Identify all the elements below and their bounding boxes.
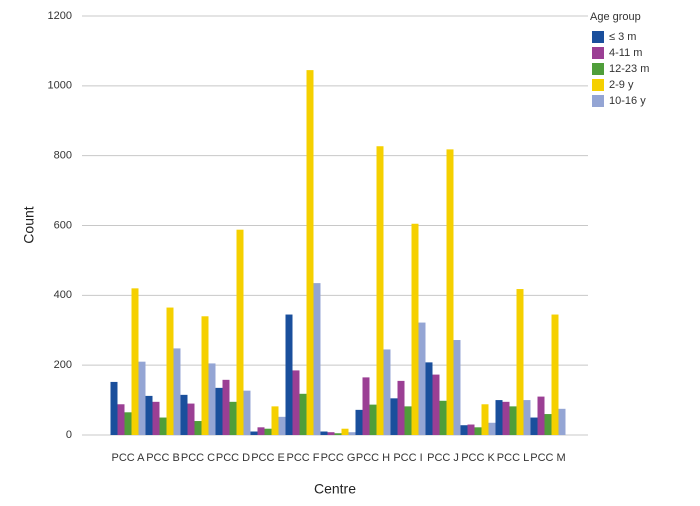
bar xyxy=(369,404,377,435)
bar xyxy=(460,425,468,435)
bar xyxy=(474,427,482,435)
bar xyxy=(544,414,552,435)
bar xyxy=(348,432,356,435)
y-tick-label: 600 xyxy=(54,219,72,231)
legend-swatch xyxy=(592,79,604,91)
bar xyxy=(208,363,216,435)
x-tick-label: PCC I xyxy=(393,452,422,464)
x-tick-label: PCC K xyxy=(461,452,495,464)
y-tick-label: 0 xyxy=(66,429,72,441)
legend-label: 10-16 y xyxy=(609,95,646,107)
bar xyxy=(446,149,454,436)
x-tick-label: PCC D xyxy=(216,452,250,464)
bar xyxy=(236,229,244,435)
x-axis-title: Centre xyxy=(314,481,356,497)
bar xyxy=(215,387,223,435)
bar xyxy=(432,374,440,435)
bar xyxy=(362,377,370,435)
x-tick-label: PCC G xyxy=(321,452,356,464)
x-tick-label: PCC F xyxy=(287,452,320,464)
x-tick-label: PCC H xyxy=(356,452,390,464)
legend-swatch xyxy=(592,47,604,59)
bar xyxy=(145,395,153,435)
bar xyxy=(404,406,412,435)
bar xyxy=(467,424,475,435)
x-tick-label: PCC J xyxy=(427,452,459,464)
bar xyxy=(425,362,433,435)
legend-label: 2-9 y xyxy=(609,79,634,91)
bar xyxy=(159,417,167,435)
bar xyxy=(124,412,132,435)
bar xyxy=(355,409,363,435)
bar xyxy=(502,401,510,435)
x-tick-label: PCC A xyxy=(111,452,145,464)
legend-title: Age group xyxy=(590,11,641,23)
bar xyxy=(110,381,118,435)
bar xyxy=(292,370,300,435)
bar xyxy=(481,404,489,435)
bar xyxy=(411,223,419,435)
y-tick-label: 1000 xyxy=(48,80,72,92)
bar xyxy=(376,146,384,435)
legend-label: ≤ 3 m xyxy=(609,31,636,43)
bar xyxy=(537,396,545,435)
y-axis-title: Count xyxy=(21,206,37,243)
legend-swatch xyxy=(592,63,604,75)
bar xyxy=(327,432,335,435)
bar xyxy=(201,316,209,435)
bar xyxy=(334,433,342,435)
bar xyxy=(278,416,286,435)
bar xyxy=(131,288,139,435)
bar xyxy=(383,349,391,435)
bar xyxy=(516,289,524,435)
bar xyxy=(243,390,251,435)
bar xyxy=(257,427,265,435)
bar xyxy=(285,314,293,435)
bar xyxy=(264,428,272,435)
bar xyxy=(166,307,174,435)
bar xyxy=(509,406,517,435)
x-tick-label: PCC L xyxy=(497,452,529,464)
bar xyxy=(152,401,160,435)
y-tick-label: 800 xyxy=(54,150,72,162)
x-tick-label: PCC M xyxy=(530,452,565,464)
bar xyxy=(299,393,307,435)
bar xyxy=(117,404,125,435)
bar xyxy=(271,406,279,435)
x-tick-label: PCC C xyxy=(181,452,215,464)
x-tick-label: PCC B xyxy=(146,452,180,464)
bar xyxy=(530,417,538,435)
bar xyxy=(439,400,447,435)
bar xyxy=(488,422,496,435)
y-tick-label: 200 xyxy=(54,359,72,371)
bar xyxy=(187,403,195,435)
x-tick-label: PCC E xyxy=(251,452,285,464)
bar xyxy=(495,400,503,435)
bar xyxy=(222,379,230,435)
bar xyxy=(194,421,202,435)
bar xyxy=(320,431,328,435)
bar xyxy=(453,340,461,435)
bar xyxy=(551,314,559,435)
bar xyxy=(390,398,398,435)
legend-swatch xyxy=(592,31,604,43)
legend-label: 4-11 m xyxy=(609,47,642,59)
bar xyxy=(558,408,566,435)
y-tick-label: 400 xyxy=(54,289,72,301)
bar xyxy=(306,70,314,435)
legend-label: 12-23 m xyxy=(609,63,649,75)
bar xyxy=(418,322,426,435)
bar xyxy=(313,283,321,435)
bar xyxy=(250,431,258,435)
bar xyxy=(341,428,349,435)
bar xyxy=(138,361,146,435)
bar xyxy=(180,394,188,435)
bar xyxy=(397,380,405,435)
legend-swatch xyxy=(592,95,604,107)
bar xyxy=(523,400,531,435)
y-tick-label: 1200 xyxy=(48,10,72,22)
bar xyxy=(229,401,237,435)
bar xyxy=(173,348,181,435)
